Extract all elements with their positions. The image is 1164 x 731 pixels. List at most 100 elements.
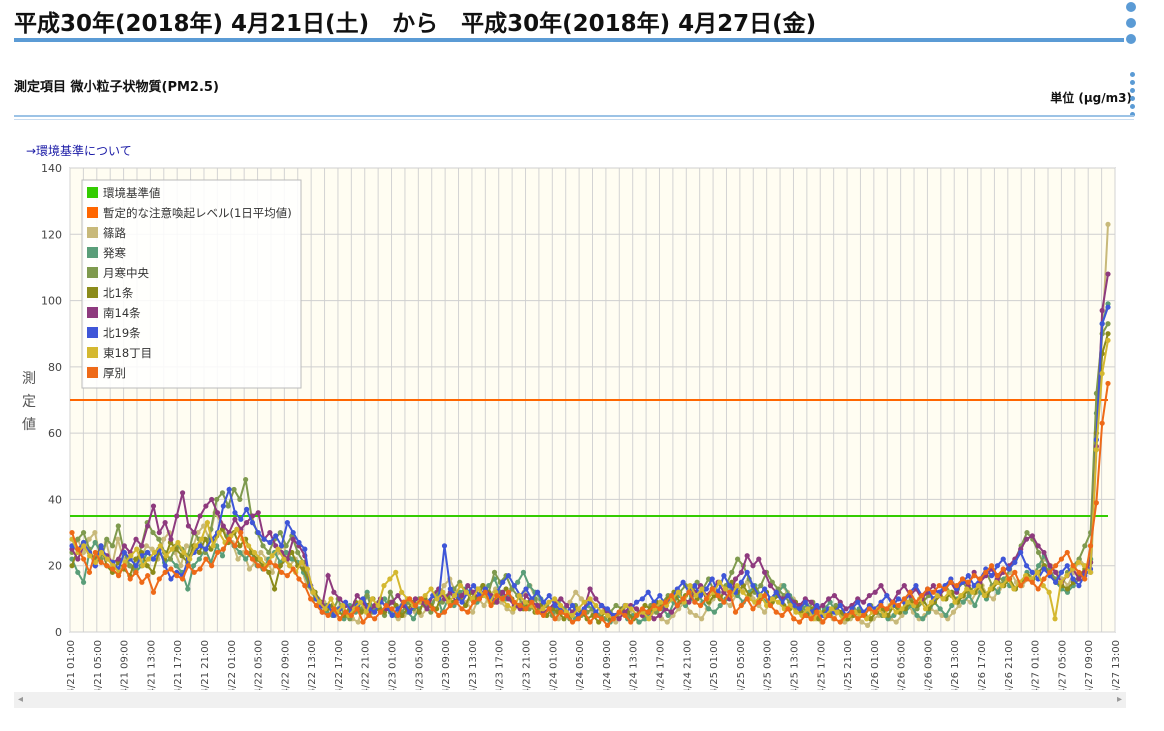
data-point — [552, 616, 558, 622]
data-point — [191, 569, 197, 575]
data-point — [1023, 563, 1030, 569]
legend-label: 北1条 — [103, 286, 134, 300]
data-point — [855, 616, 861, 622]
legend-swatch — [87, 247, 98, 258]
data-point — [214, 510, 221, 516]
data-point — [964, 586, 970, 592]
data-point — [865, 622, 871, 628]
data-point — [1000, 566, 1006, 572]
data-point — [763, 602, 770, 609]
data-point — [729, 569, 735, 575]
x-tick-label: 4/26 09:00 — [923, 640, 934, 690]
legend-swatch — [87, 347, 98, 358]
data-point — [557, 602, 564, 609]
data-point — [127, 576, 133, 582]
data-point — [406, 596, 413, 602]
scroll-left-icon[interactable]: ◂ — [18, 694, 24, 705]
data-point — [304, 566, 311, 572]
data-point — [722, 586, 728, 592]
data-point — [210, 543, 216, 549]
data-point — [284, 573, 290, 579]
data-point — [110, 566, 116, 572]
data-point — [920, 616, 926, 622]
data-point — [901, 583, 907, 589]
x-tick-label: 4/21 05:00 — [93, 640, 104, 690]
data-point — [395, 612, 401, 619]
data-point — [267, 539, 273, 546]
data-point — [936, 583, 942, 589]
data-point — [296, 576, 302, 582]
data-point — [593, 602, 599, 609]
data-point — [121, 549, 127, 556]
data-point — [831, 616, 838, 622]
data-point — [281, 556, 287, 562]
data-point — [482, 589, 488, 595]
data-point — [828, 606, 834, 612]
data-point — [665, 612, 671, 619]
data-point — [412, 596, 418, 602]
data-point — [646, 616, 652, 622]
data-point — [1053, 569, 1059, 575]
data-point — [300, 566, 307, 572]
x-tick-label: 4/27 09:00 — [1084, 640, 1095, 690]
data-point — [465, 609, 471, 615]
data-point — [196, 549, 202, 556]
data-point — [1105, 321, 1111, 327]
data-point — [732, 609, 739, 615]
data-point — [709, 586, 715, 592]
data-point — [430, 606, 436, 612]
data-point — [914, 612, 920, 619]
data-point — [762, 569, 768, 575]
data-point — [860, 599, 867, 605]
data-point — [92, 539, 98, 546]
x-tick-label: 4/25 13:00 — [789, 640, 800, 690]
data-point — [190, 563, 197, 569]
data-point — [970, 589, 976, 595]
data-point — [1070, 563, 1076, 569]
data-point — [1041, 549, 1047, 556]
data-point — [173, 563, 179, 569]
data-point — [668, 609, 675, 615]
data-point — [721, 573, 727, 579]
data-point — [121, 543, 127, 549]
horizontal-scrollbar[interactable]: ◂ ▸ — [14, 692, 1126, 708]
data-point — [168, 536, 174, 542]
data-point — [249, 520, 256, 526]
data-point — [144, 563, 150, 569]
scroll-right-icon[interactable]: ▸ — [1116, 694, 1122, 705]
data-point — [226, 486, 232, 493]
data-point — [80, 529, 87, 536]
data-point — [355, 619, 361, 625]
page-title: 平成30年(2018年) 4月21日(土) から 平成30年(2018年) 4月… — [14, 11, 817, 37]
data-point — [193, 543, 199, 549]
data-point — [663, 599, 669, 605]
data-point — [805, 606, 811, 612]
data-point — [965, 573, 971, 579]
data-point — [977, 576, 983, 582]
data-point — [706, 606, 712, 612]
x-tick-label: 4/23 01:00 — [388, 640, 399, 690]
data-point — [249, 556, 256, 562]
data-point — [738, 579, 744, 585]
environment-standard-link[interactable]: →環境基準について — [26, 144, 132, 158]
x-tick-label: 4/22 01:00 — [227, 640, 238, 690]
data-point — [258, 549, 264, 556]
data-point — [758, 592, 764, 599]
data-point — [820, 619, 826, 625]
data-point — [273, 563, 279, 569]
data-point — [1099, 370, 1105, 377]
data-point — [769, 596, 776, 602]
data-point — [156, 529, 162, 536]
data-point — [934, 592, 940, 599]
data-point — [1058, 579, 1064, 585]
x-tick-label: 4/24 13:00 — [629, 640, 640, 690]
data-point — [633, 599, 640, 605]
data-point — [209, 563, 215, 569]
x-tick-label: 4/23 13:00 — [468, 640, 479, 690]
data-point — [459, 592, 465, 599]
data-point — [808, 599, 814, 605]
data-point — [162, 563, 168, 569]
data-point — [75, 546, 81, 552]
x-tick-label: 4/26 21:00 — [1004, 640, 1015, 690]
data-point — [522, 599, 528, 605]
